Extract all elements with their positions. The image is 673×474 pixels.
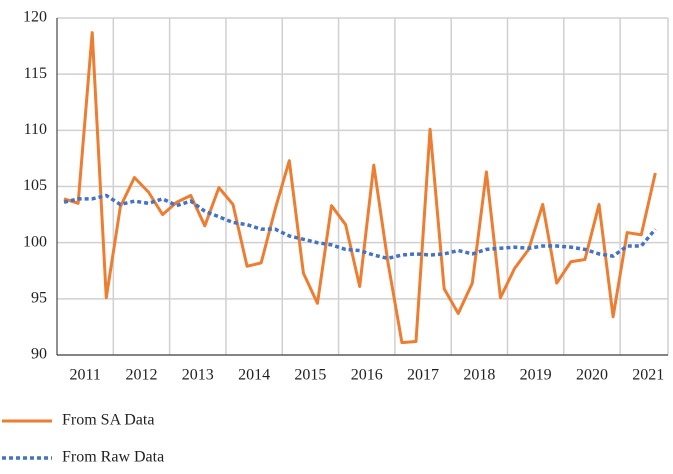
y-tick-label: 95	[31, 290, 47, 307]
y-tick-label: 100	[23, 233, 47, 250]
y-tick-label: 105	[23, 177, 47, 194]
x-tick-label: 2015	[294, 367, 326, 384]
x-tick-label: 2013	[182, 367, 214, 384]
y-tick-label: 120	[23, 9, 47, 26]
x-tick-label: 2017	[407, 367, 439, 384]
x-tick-label: 2021	[632, 367, 664, 384]
x-tick-label: 2018	[463, 367, 495, 384]
legend-label: From SA Data	[62, 412, 154, 429]
x-tick-label: 2019	[520, 367, 552, 384]
x-tick-label: 2012	[125, 367, 157, 384]
series-line	[63, 31, 657, 345]
y-tick-label: 90	[31, 346, 47, 363]
y-tick-label: 115	[24, 65, 47, 82]
legend-label: From Raw Data	[62, 449, 164, 466]
y-tick-label: 110	[24, 121, 47, 138]
x-tick-label: 2016	[351, 367, 383, 384]
x-tick-label: 2020	[576, 367, 608, 384]
series-line	[63, 193, 657, 261]
x-tick-label: 2014	[238, 367, 270, 384]
x-tick-label: 2011	[69, 367, 100, 384]
